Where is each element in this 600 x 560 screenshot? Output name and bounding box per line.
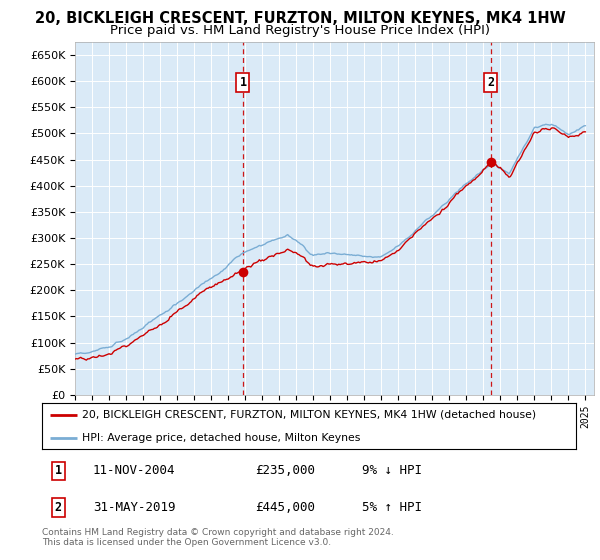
Text: £445,000: £445,000 bbox=[256, 501, 316, 515]
Text: 20, BICKLEIGH CRESCENT, FURZTON, MILTON KEYNES, MK4 1HW: 20, BICKLEIGH CRESCENT, FURZTON, MILTON … bbox=[35, 11, 565, 26]
Text: 5% ↑ HPI: 5% ↑ HPI bbox=[362, 501, 422, 515]
Text: 20, BICKLEIGH CRESCENT, FURZTON, MILTON KEYNES, MK4 1HW (detached house): 20, BICKLEIGH CRESCENT, FURZTON, MILTON … bbox=[82, 410, 536, 419]
Text: 2: 2 bbox=[487, 76, 494, 89]
Text: £235,000: £235,000 bbox=[256, 464, 316, 478]
Text: Contains HM Land Registry data © Crown copyright and database right 2024.
This d: Contains HM Land Registry data © Crown c… bbox=[42, 528, 394, 547]
Text: 31-MAY-2019: 31-MAY-2019 bbox=[93, 501, 175, 515]
Text: HPI: Average price, detached house, Milton Keynes: HPI: Average price, detached house, Milt… bbox=[82, 433, 361, 442]
Text: 1: 1 bbox=[55, 464, 62, 478]
Text: 11-NOV-2004: 11-NOV-2004 bbox=[93, 464, 175, 478]
Text: 1: 1 bbox=[239, 76, 247, 89]
Text: Price paid vs. HM Land Registry's House Price Index (HPI): Price paid vs. HM Land Registry's House … bbox=[110, 24, 490, 37]
Text: 9% ↓ HPI: 9% ↓ HPI bbox=[362, 464, 422, 478]
Text: 2: 2 bbox=[55, 501, 62, 515]
